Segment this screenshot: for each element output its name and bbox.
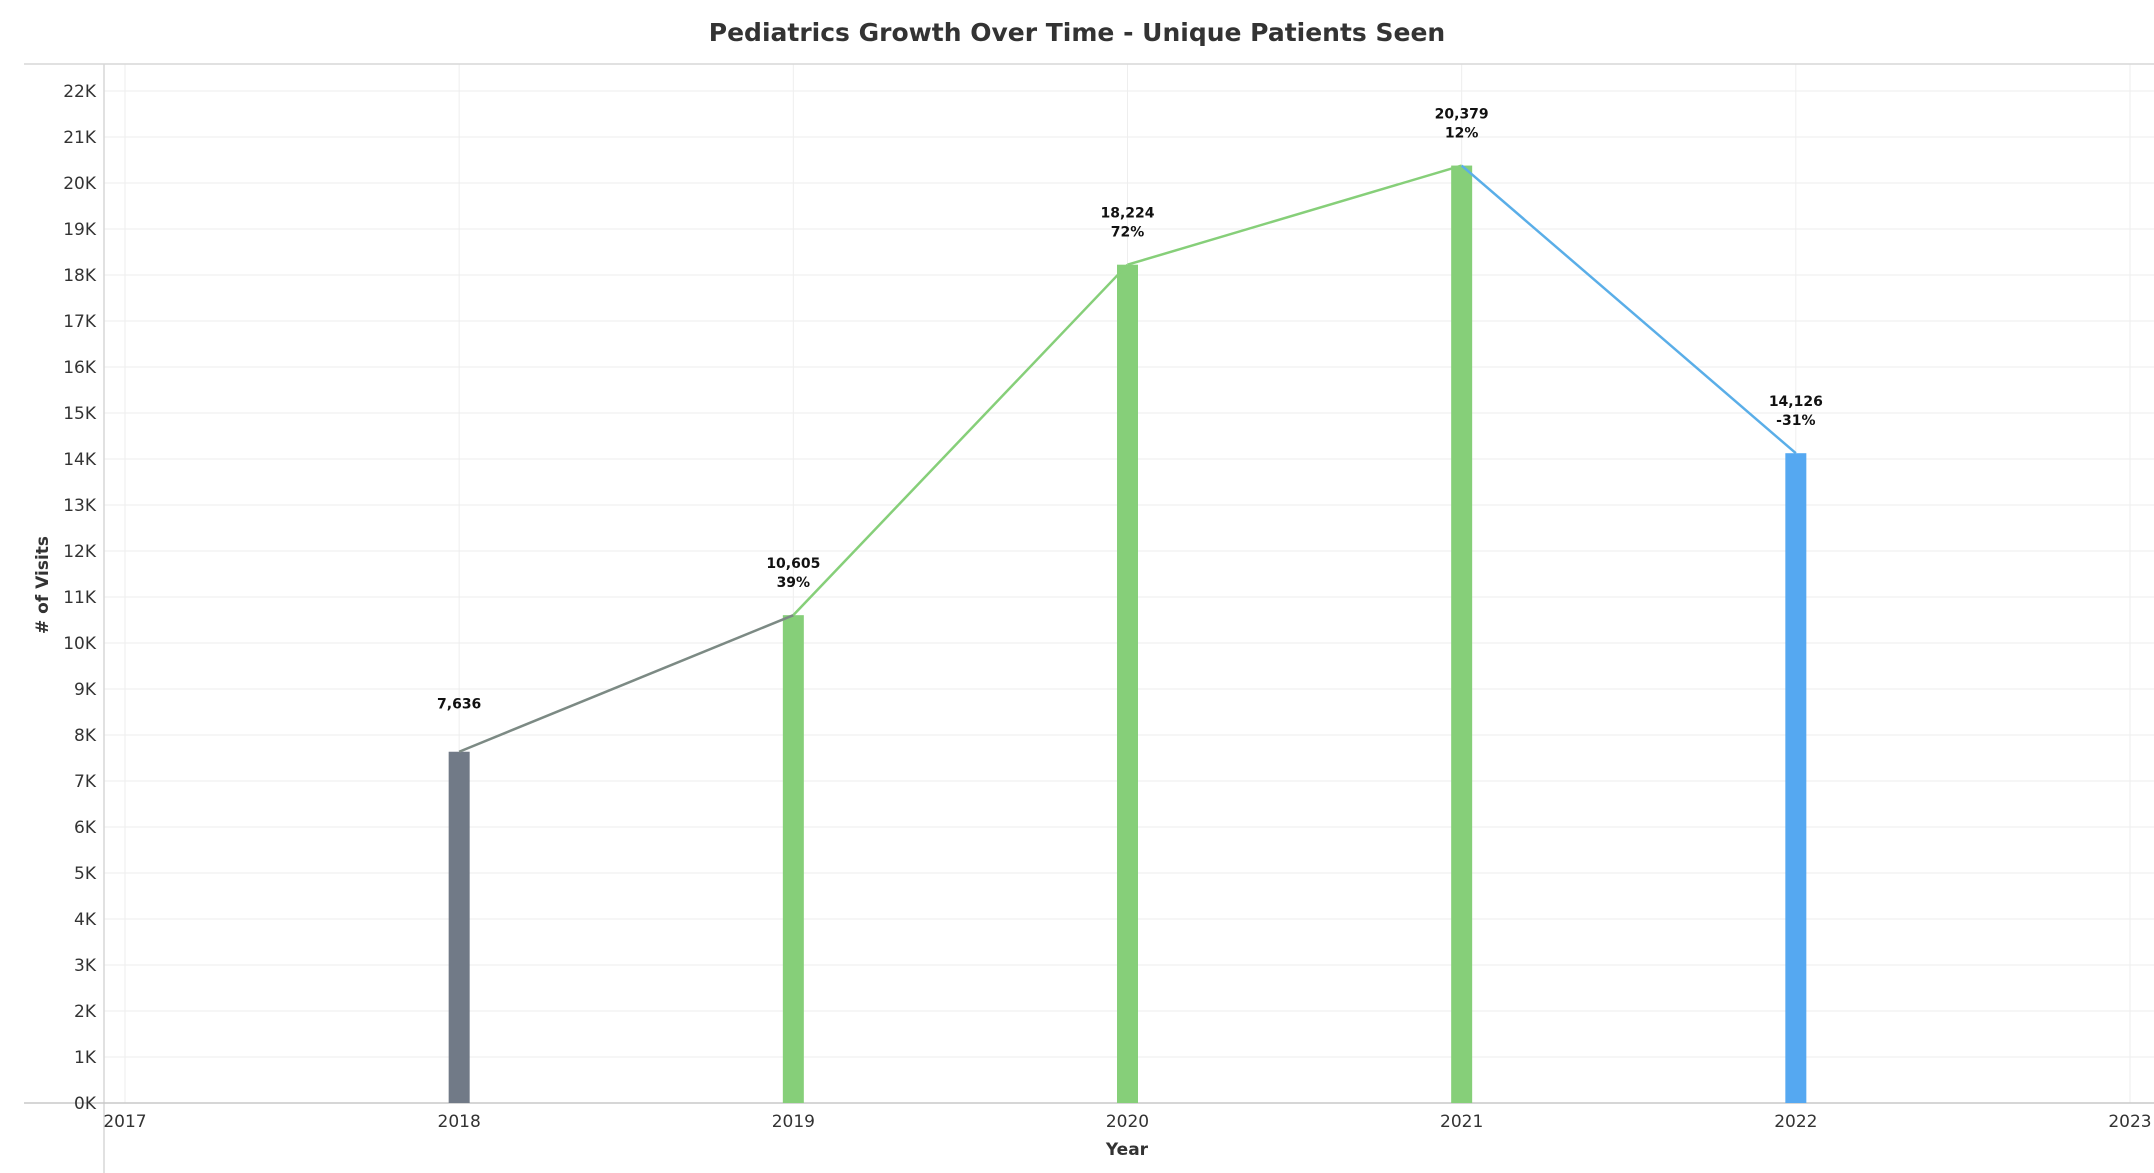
y-tick-label: 1K: [74, 1048, 97, 1068]
y-tick-label: 13K: [63, 496, 97, 516]
x-tick-label: 2019: [772, 1112, 815, 1132]
x-tick-label: 2017: [103, 1112, 146, 1132]
y-tick-label: 7K: [74, 772, 97, 792]
x-tick-label: 2021: [1440, 1112, 1483, 1132]
data-label-value: 18,224: [1100, 206, 1154, 222]
y-axis-ticks: 0K 1K 2K 3K 4K 5K 6K 7K 8K 9K 10K 11K 12K 13K 14K 15K 16…: [63, 82, 97, 1114]
y-axis-label: # of Visits: [33, 536, 53, 634]
x-axis-ticks: 2017 2018 2019 2020 2021 2022 2023: [103, 1112, 2151, 1132]
data-labels: 7,636 10,605 39% 18,224 72% 20,379 12% 14,126 -3…: [437, 107, 1823, 713]
x-tick-label: 2022: [1774, 1112, 1817, 1132]
data-label-change: 72%: [1111, 225, 1145, 241]
y-tick-label: 2K: [74, 1002, 97, 1022]
trend-lines: [458, 164, 1797, 753]
chart-title: Pediatrics Growth Over Time - Unique Pat…: [708, 18, 1446, 47]
y-tick-label: 0K: [74, 1094, 97, 1114]
y-tick-label: 12K: [63, 542, 97, 562]
bar-2018: [448, 751, 470, 1103]
y-tick-label: 19K: [63, 220, 97, 240]
x-tick-label: 2023: [2108, 1112, 2151, 1132]
y-tick-label: 17K: [63, 312, 97, 332]
y-tick-label: 14K: [63, 450, 97, 470]
data-label-change: 39%: [777, 575, 811, 591]
y-tick-label: 10K: [63, 634, 97, 654]
bar-2019: [782, 615, 804, 1103]
plot-frame: [24, 63, 2154, 1173]
bar-2020: [1117, 264, 1138, 1103]
y-tick-label: 16K: [63, 358, 97, 378]
trend-line-segment: [1460, 164, 1797, 455]
data-label-value: 10,605: [766, 556, 820, 572]
y-tick-label: 21K: [63, 128, 97, 148]
data-label-value: 7,636: [437, 697, 481, 713]
y-tick-label: 9K: [74, 680, 97, 700]
y-tick-label: 3K: [74, 956, 97, 976]
data-label-change: 12%: [1445, 126, 1479, 142]
bar-2022: [1785, 453, 1807, 1104]
y-tick-label: 22K: [63, 82, 97, 102]
data-label-value: 20,379: [1435, 107, 1489, 123]
y-tick-label: 18K: [63, 266, 97, 286]
data-label-change: -31%: [1776, 413, 1815, 429]
trend-line-segment: [1127, 164, 1463, 266]
y-tick-label: 11K: [63, 588, 97, 608]
x-axis-label: Year: [1105, 1140, 1149, 1160]
x-tick-label: 2020: [1106, 1112, 1149, 1132]
bars: [448, 165, 1807, 1104]
bar-2021: [1451, 165, 1473, 1104]
y-tick-label: 8K: [74, 726, 97, 746]
y-tick-label: 15K: [63, 404, 97, 424]
y-tick-label: 4K: [74, 910, 97, 930]
trend-line-segment: [458, 614, 794, 753]
x-tick-label: 2018: [438, 1112, 481, 1132]
trend-line-segment: [792, 263, 1129, 617]
y-tick-label: 5K: [74, 864, 97, 884]
data-label-value: 14,126: [1769, 394, 1823, 410]
y-tick-label: 20K: [63, 174, 97, 194]
y-tick-label: 6K: [74, 818, 97, 838]
